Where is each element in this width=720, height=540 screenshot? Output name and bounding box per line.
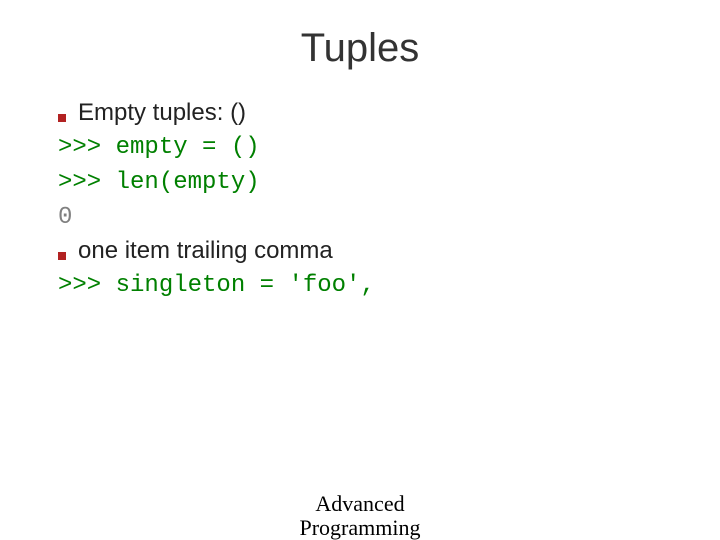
prompt-text: >>>	[58, 134, 116, 161]
output-line: 0	[58, 201, 670, 236]
bullet-text: one item trailing comma	[78, 237, 333, 265]
code-text: len(empty)	[116, 169, 260, 196]
bullet-square-icon	[58, 252, 66, 260]
code-line: >>> len(empty)	[58, 166, 670, 201]
slide-footer: Advanced Programming	[0, 492, 720, 540]
bullet-item: one item trailing comma	[58, 237, 670, 265]
bullet-text: Empty tuples: ()	[78, 99, 246, 127]
slide-title: Tuples	[50, 26, 670, 71]
footer-line-1: Advanced	[0, 492, 720, 516]
prompt-text: >>>	[58, 169, 116, 196]
code-text: empty = ()	[116, 134, 260, 161]
prompt-text: >>>	[58, 272, 116, 299]
bullet-square-icon	[58, 114, 66, 122]
code-text: singleton = 'foo',	[116, 272, 375, 299]
code-line: >>> empty = ()	[58, 131, 670, 166]
code-line: >>> singleton = 'foo',	[58, 269, 670, 304]
bullet-item: Empty tuples: ()	[58, 99, 670, 127]
slide-container: Tuples Empty tuples: () >>> empty = () >…	[0, 0, 720, 540]
slide-content: Empty tuples: () >>> empty = () >>> len(…	[50, 99, 670, 304]
output-text: 0	[58, 204, 72, 231]
footer-line-2: Programming	[0, 516, 720, 540]
